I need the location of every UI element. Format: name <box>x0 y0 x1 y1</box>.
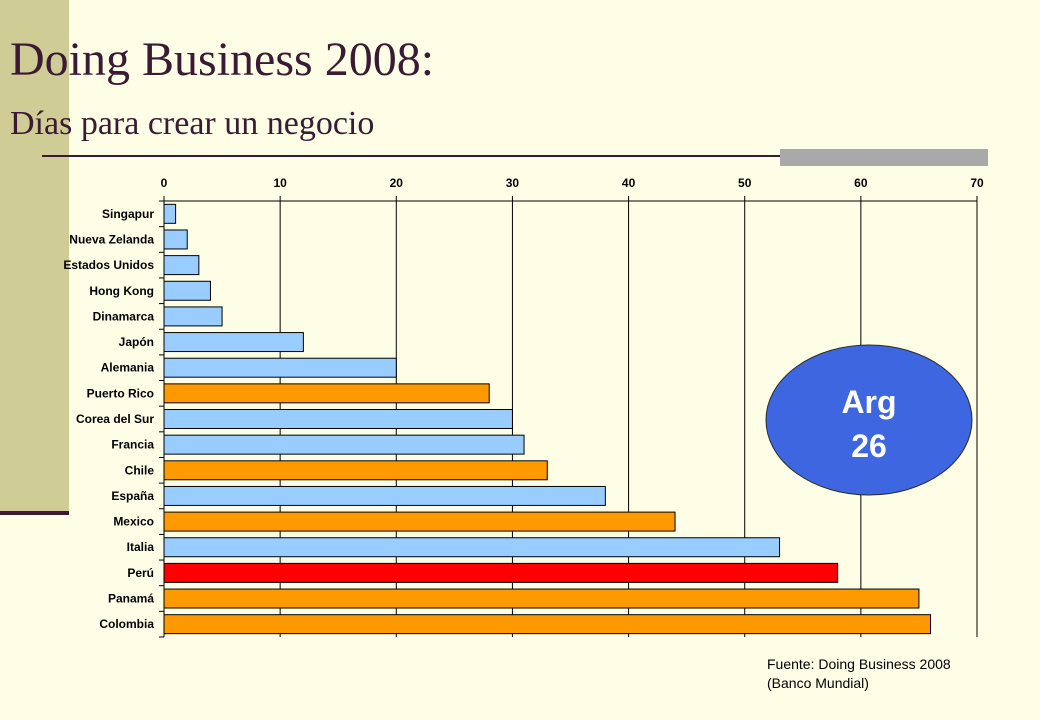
source-line-1: Fuente: Doing Business 2008 <box>767 656 951 672</box>
bar <box>163 562 839 583</box>
x-tick-label: 40 <box>622 176 636 190</box>
axes: 0 10 20 30 40 50 60 70 <box>159 176 984 638</box>
bar <box>163 537 781 558</box>
category-label: Italia <box>127 540 155 554</box>
callout-ellipse <box>765 344 973 496</box>
category-label: Hong Kong <box>89 284 154 298</box>
category-label: Perú <box>127 566 154 580</box>
category-label: Japón <box>119 335 154 349</box>
bar <box>163 280 211 301</box>
title-underline <box>42 155 988 157</box>
bars <box>163 203 932 635</box>
bar <box>163 203 177 224</box>
bar <box>163 306 223 327</box>
bar <box>163 614 932 635</box>
x-tick-label: 50 <box>738 176 752 190</box>
bar <box>163 511 676 532</box>
category-label: Colombia <box>99 617 154 631</box>
category-label: Corea del Sur <box>76 412 154 426</box>
x-tick-label: 10 <box>273 176 287 190</box>
bar <box>163 357 397 378</box>
category-label: Singapur <box>102 207 154 221</box>
x-tick-label: 30 <box>506 176 520 190</box>
bar <box>163 255 200 276</box>
category-label: Panamá <box>108 592 154 606</box>
bar <box>163 383 490 404</box>
bar <box>163 588 920 609</box>
category-label: Chile <box>125 463 155 477</box>
category-labels: Singapur Nueva Zelanda Estados Unidos Hong … <box>63 207 154 631</box>
category-label: España <box>111 489 154 503</box>
bar <box>163 485 606 506</box>
bar <box>163 229 188 250</box>
category-label: Estados Unidos <box>63 258 154 272</box>
slide-subtitle: Días para crear un negocio <box>10 105 375 142</box>
bar <box>163 460 548 481</box>
side-decoration-line <box>0 511 69 515</box>
x-tick-label: 60 <box>854 176 868 190</box>
bar <box>163 409 513 429</box>
category-label: Alemania <box>101 361 155 375</box>
callout-value: 26 <box>851 428 887 464</box>
bar <box>163 434 525 455</box>
x-tick-label: 20 <box>390 176 404 190</box>
callout-label: Arg <box>841 384 896 420</box>
argentina-callout: Arg 26 <box>765 344 973 496</box>
x-tick-label: 0 <box>161 176 168 190</box>
category-label: Nueva Zelanda <box>69 232 154 246</box>
slide-title: Doing Business 2008: <box>10 33 435 86</box>
bar <box>163 332 304 353</box>
category-label: Dinamarca <box>93 309 155 323</box>
source-note: Fuente: Doing Business 2008 (Banco Mundi… <box>767 655 951 693</box>
source-line-2: (Banco Mundial) <box>767 675 869 691</box>
category-label: Puerto Rico <box>87 386 154 400</box>
category-label: Francia <box>111 438 154 452</box>
side-decoration-bar <box>0 0 69 512</box>
category-label: Mexico <box>113 515 154 529</box>
title-underline-accent <box>780 149 988 166</box>
x-tick-label: 70 <box>970 176 984 190</box>
